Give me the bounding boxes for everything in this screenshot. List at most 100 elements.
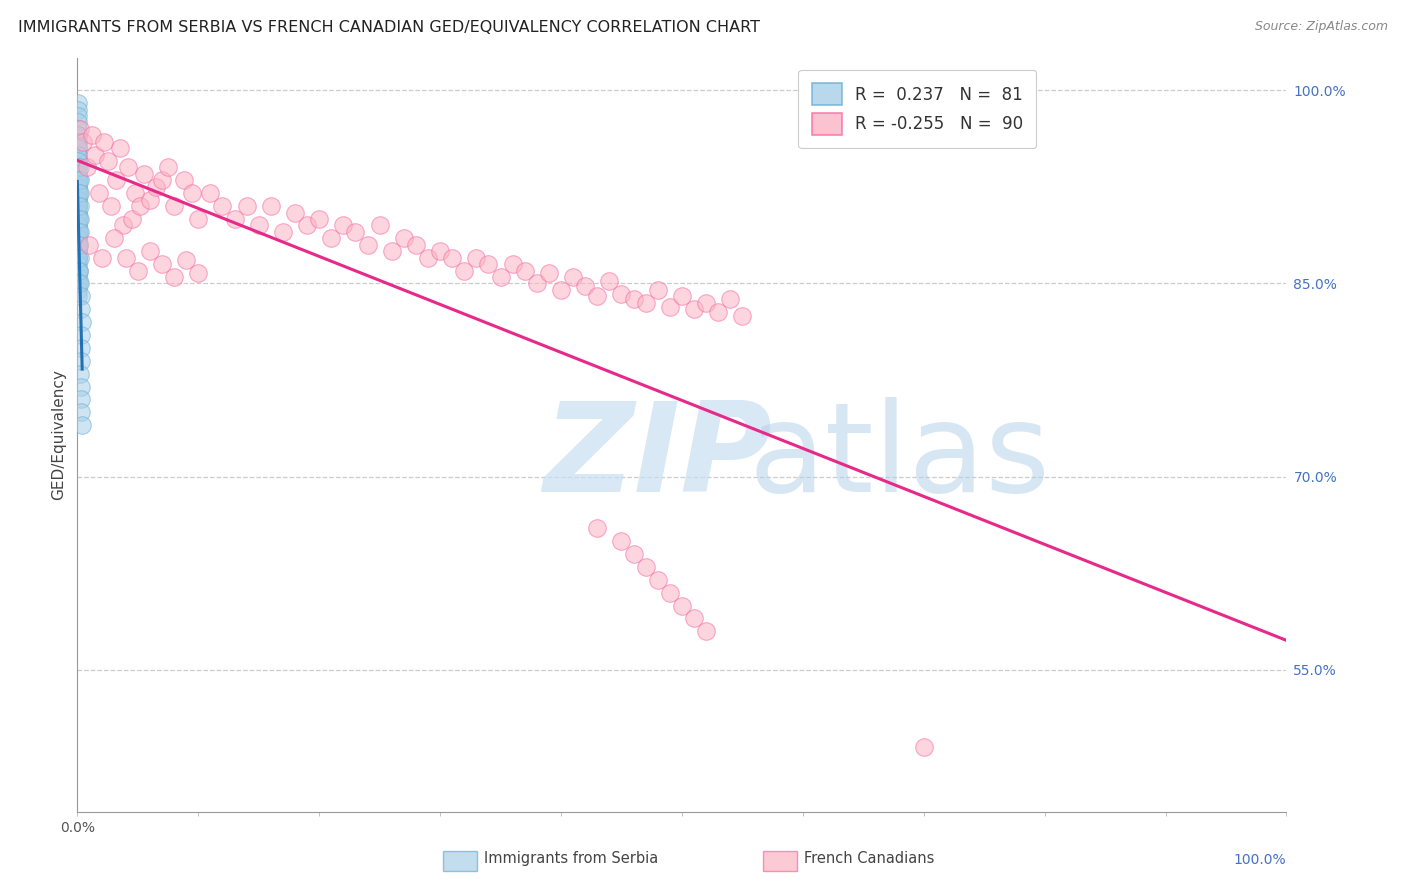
Point	[66, 237, 89, 252]
Point	[66, 205, 89, 219]
Point	[695, 624, 717, 639]
Point	[66, 147, 89, 161]
Point	[72, 135, 94, 149]
Point	[66, 244, 89, 259]
Point	[683, 611, 706, 625]
Point	[70, 353, 93, 368]
Point	[66, 154, 89, 169]
Point	[69, 173, 91, 187]
Point	[658, 300, 681, 314]
Point	[66, 135, 89, 149]
Point	[174, 253, 197, 268]
Point	[695, 295, 717, 310]
Point	[157, 161, 180, 175]
Point	[429, 244, 451, 259]
Point	[671, 599, 693, 613]
Point	[66, 161, 89, 175]
Point	[69, 277, 91, 291]
Point	[235, 199, 257, 213]
Point	[69, 225, 91, 239]
Point	[526, 277, 548, 291]
Point	[513, 263, 536, 277]
Point	[66, 135, 89, 149]
Point	[66, 128, 89, 143]
Point	[181, 186, 204, 201]
Point	[84, 147, 107, 161]
Point	[211, 199, 233, 213]
Point	[66, 219, 89, 233]
Point	[344, 225, 367, 239]
Point	[66, 251, 89, 265]
Point	[66, 167, 89, 181]
Point	[145, 179, 167, 194]
Point	[66, 283, 89, 297]
Point	[67, 251, 90, 265]
Text: IMMIGRANTS FROM SERBIA VS FRENCH CANADIAN GED/EQUIVALENCY CORRELATION CHART: IMMIGRANTS FROM SERBIA VS FRENCH CANADIA…	[18, 20, 761, 35]
Text: 100.0%: 100.0%	[1234, 853, 1286, 867]
Point	[66, 193, 89, 207]
Point	[66, 205, 89, 219]
Point	[66, 141, 89, 155]
Point	[610, 534, 633, 549]
Point	[66, 167, 89, 181]
Point	[598, 274, 620, 288]
Point	[66, 237, 89, 252]
Point	[683, 302, 706, 317]
Point	[67, 263, 90, 277]
Point	[127, 263, 149, 277]
Point	[70, 289, 93, 303]
Point	[550, 283, 572, 297]
Point	[392, 231, 415, 245]
Point	[441, 251, 464, 265]
Point	[586, 289, 609, 303]
Point	[187, 212, 209, 227]
Point	[66, 115, 89, 129]
Point	[718, 292, 741, 306]
Point	[66, 103, 89, 117]
Point	[66, 251, 89, 265]
Point	[66, 263, 89, 277]
Point	[100, 199, 122, 213]
Point	[731, 309, 754, 323]
Point	[66, 244, 89, 259]
Point	[67, 277, 90, 291]
Point	[117, 161, 139, 175]
Point	[707, 305, 730, 319]
Point	[66, 219, 89, 233]
Point	[66, 270, 89, 285]
Point	[247, 219, 270, 233]
Point	[356, 237, 378, 252]
Point	[477, 257, 499, 271]
Point	[90, 251, 112, 265]
Point	[69, 212, 91, 227]
Point	[80, 128, 103, 143]
Point	[132, 167, 155, 181]
Point	[66, 141, 89, 155]
Point	[70, 315, 93, 329]
Point	[93, 135, 115, 149]
Point	[623, 547, 645, 561]
Point	[634, 295, 657, 310]
Point	[66, 173, 89, 187]
Point	[66, 199, 89, 213]
Point	[70, 328, 93, 343]
Point	[224, 212, 246, 227]
Text: French Canadians: French Canadians	[804, 851, 935, 865]
Point	[912, 740, 935, 755]
Point	[66, 147, 89, 161]
Point	[66, 231, 89, 245]
Point	[502, 257, 524, 271]
Point	[69, 302, 91, 317]
Point	[70, 379, 93, 393]
Point	[69, 251, 91, 265]
Text: Source: ZipAtlas.com: Source: ZipAtlas.com	[1254, 20, 1388, 33]
Point	[66, 199, 89, 213]
Point	[66, 179, 89, 194]
Point	[537, 266, 560, 280]
Point	[67, 225, 90, 239]
Point	[69, 341, 91, 355]
Point	[105, 173, 128, 187]
Point	[66, 277, 89, 291]
Point	[647, 573, 669, 587]
Point	[271, 225, 294, 239]
